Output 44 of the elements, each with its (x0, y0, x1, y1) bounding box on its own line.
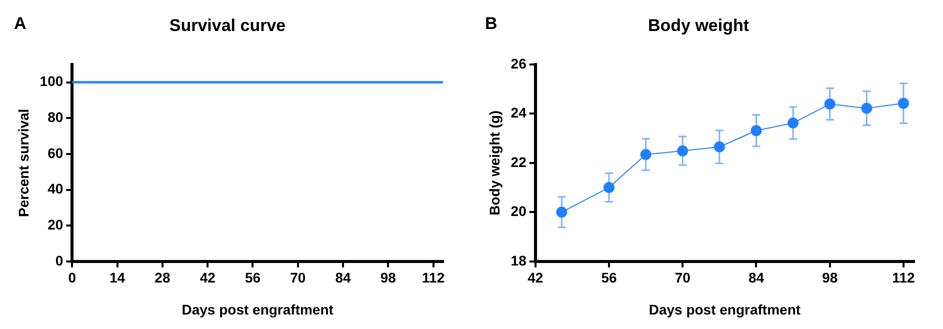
text: B (485, 14, 498, 34)
x-tick-label: 112 (422, 270, 445, 286)
x-tick-label: 70 (674, 270, 691, 286)
point (714, 141, 725, 152)
y-axis-title: Percent survival (15, 108, 32, 217)
point (788, 118, 799, 129)
chart-title: Survival curve (169, 16, 286, 35)
y-tick-label: 60 (48, 144, 64, 161)
y-tick-label: 18 (510, 252, 527, 268)
x-tick-label: 42 (528, 270, 544, 286)
y-axis-title: Body weight (g) (486, 110, 502, 216)
x-tick-label: 70 (290, 270, 306, 286)
point (861, 102, 872, 114)
y-tick-label: 22 (510, 154, 527, 170)
point (556, 206, 568, 218)
point (603, 182, 614, 194)
x-tick-label: 98 (380, 270, 396, 286)
y-tick-label: 40 (48, 180, 64, 197)
text: A (14, 14, 26, 34)
point (898, 98, 909, 109)
y-tick-label: 20 (48, 216, 64, 232)
point (640, 149, 652, 160)
y-tick-label: 24 (510, 104, 527, 121)
x-axis-title: Days post engraftment (182, 301, 334, 318)
x-tick-label: 112 (892, 270, 915, 286)
point (677, 145, 688, 156)
y-tick-label: 20 (510, 203, 527, 220)
x-tick-label: 84 (335, 270, 352, 286)
x-tick-label: 56 (244, 270, 261, 286)
y-tick-label: 80 (48, 108, 64, 125)
x-tick-label: 56 (601, 270, 617, 286)
x-tick-label: 84 (748, 270, 764, 286)
y-tick-label: 26 (510, 55, 527, 72)
y-tick-label: 0 (55, 252, 64, 268)
point (750, 125, 762, 136)
x-tick-label: 98 (822, 270, 838, 286)
x-axis-title: Days post engraftment (648, 301, 801, 318)
y-tick-label: 100 (40, 73, 64, 90)
x-tick-label: 42 (200, 270, 216, 286)
x-tick-label: 14 (110, 270, 126, 286)
point (824, 98, 836, 110)
x-tick-label: 28 (154, 270, 170, 286)
chart-title: Body weight (648, 16, 750, 35)
x-tick-label: 0 (68, 270, 76, 286)
